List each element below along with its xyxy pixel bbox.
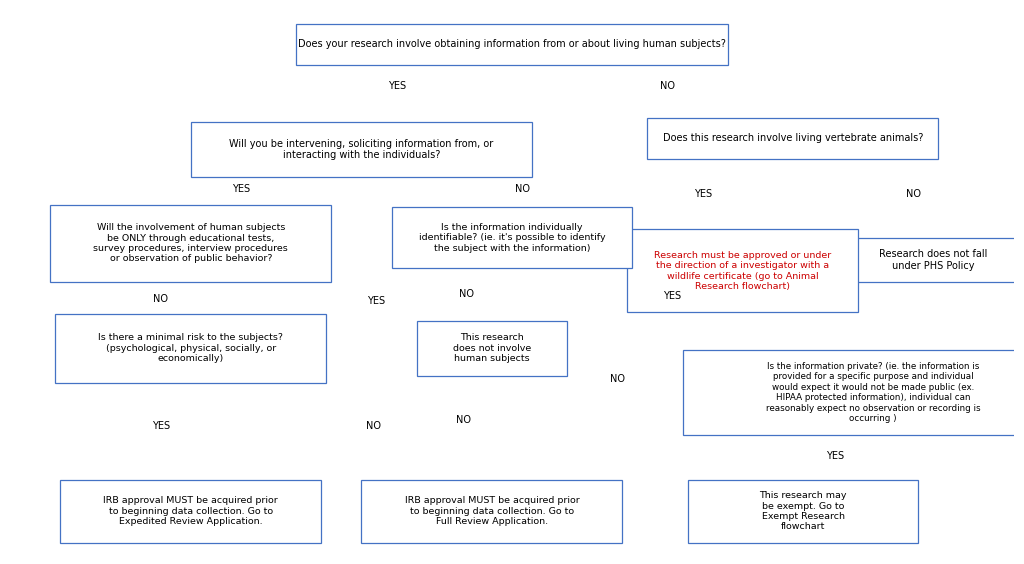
Text: NO: NO [660, 81, 675, 91]
FancyBboxPatch shape [391, 208, 633, 268]
FancyBboxPatch shape [683, 350, 1024, 435]
Text: YES: YES [387, 81, 406, 91]
Text: YES: YES [693, 188, 712, 199]
Text: NO: NO [514, 184, 529, 194]
Text: Is there a minimal risk to the subjects?
(psychological, physical, socially, or
: Is there a minimal risk to the subjects?… [98, 333, 284, 363]
Text: YES: YES [826, 451, 844, 461]
FancyBboxPatch shape [417, 321, 567, 376]
Text: NO: NO [154, 294, 168, 303]
Text: NO: NO [457, 415, 471, 425]
FancyBboxPatch shape [55, 314, 327, 383]
Text: Research must be approved or under
the direction of a investigator with a
wildli: Research must be approved or under the d… [654, 251, 831, 291]
Text: NO: NO [610, 374, 625, 384]
FancyBboxPatch shape [190, 122, 532, 177]
FancyBboxPatch shape [688, 479, 919, 543]
FancyBboxPatch shape [50, 205, 332, 282]
Text: Does this research involve living vertebrate animals?: Does this research involve living verteb… [663, 133, 924, 143]
Text: NO: NO [460, 289, 474, 299]
Text: This research may
be exempt. Go to
Exempt Research
flowchart: This research may be exempt. Go to Exemp… [759, 491, 847, 531]
FancyBboxPatch shape [361, 479, 623, 543]
Text: Will the involvement of human subjects
be ONLY through educational tests,
survey: Will the involvement of human subjects b… [93, 223, 288, 263]
Text: Will you be intervening, soliciting information from, or
interacting with the in: Will you be intervening, soliciting info… [229, 139, 494, 160]
Text: Is the information private? (ie. the information is
provided for a specific purp: Is the information private? (ie. the inf… [766, 362, 981, 423]
Text: YES: YES [232, 184, 250, 194]
Text: Research does not fall
under PHS Policy: Research does not fall under PHS Policy [880, 249, 988, 271]
Text: NO: NO [906, 188, 921, 199]
FancyBboxPatch shape [843, 238, 1024, 282]
Text: YES: YES [152, 421, 170, 431]
Text: IRB approval MUST be acquired prior
to beginning data collection. Go to
Full Rev: IRB approval MUST be acquired prior to b… [404, 496, 580, 526]
Text: YES: YES [664, 291, 682, 301]
Text: Does your research involve obtaining information from or about living human subj: Does your research involve obtaining inf… [298, 39, 726, 49]
Text: IRB approval MUST be acquired prior
to beginning data collection. Go to
Expedite: IRB approval MUST be acquired prior to b… [103, 496, 279, 526]
Text: This research
does not involve
human subjects: This research does not involve human sub… [453, 333, 531, 363]
FancyBboxPatch shape [60, 479, 322, 543]
FancyBboxPatch shape [628, 230, 858, 312]
Text: NO: NO [366, 421, 381, 431]
Text: Is the information individually
identifiable? (ie. it's possible to identify
the: Is the information individually identifi… [419, 223, 605, 253]
FancyBboxPatch shape [296, 24, 728, 65]
FancyBboxPatch shape [647, 117, 938, 159]
Text: YES: YES [368, 296, 386, 306]
